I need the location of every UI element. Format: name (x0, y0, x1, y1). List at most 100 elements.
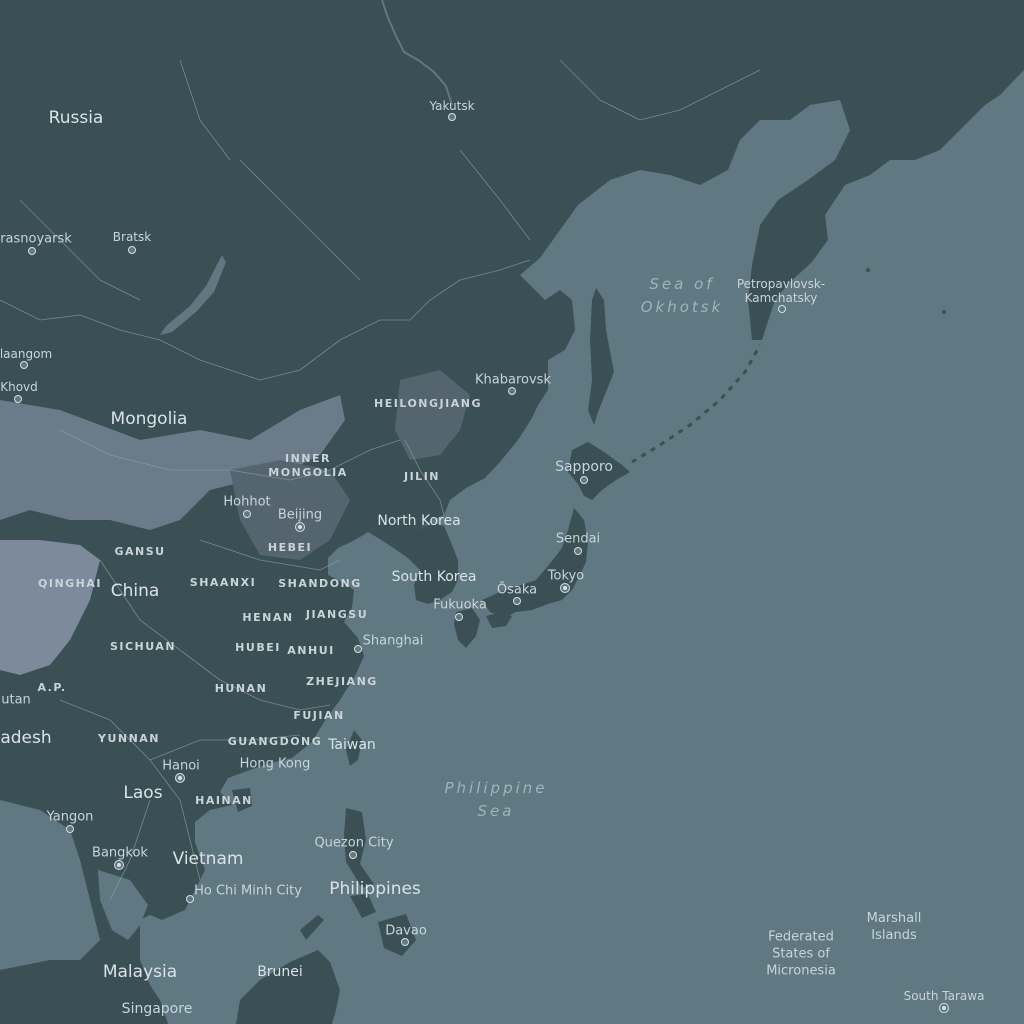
city-marker-krasnoyarsk[interactable] (28, 247, 36, 255)
city-label-yangon[interactable]: Yangon (46, 809, 94, 825)
borders (0, 59, 761, 901)
city-marker-shanghai[interactable] (354, 645, 362, 653)
city-marker-hanoi[interactable] (175, 773, 185, 783)
city-label-sapporo[interactable]: Sapporo (555, 459, 613, 475)
region-label-ap[interactable]: A.P. (37, 681, 67, 694)
city-label-quezon[interactable]: Quezon City (314, 835, 394, 851)
city-label-ulaangom[interactable]: laangom (0, 347, 53, 361)
city-label-osaka[interactable]: Ōsaka (496, 582, 538, 598)
region-label-fujian[interactable]: FUJIAN (293, 709, 345, 722)
visayas (350, 894, 376, 918)
lake-baikal (160, 255, 226, 335)
hokkaido (568, 442, 630, 500)
region-label-qinghai[interactable]: QINGHAI (38, 577, 102, 590)
city-marker-yangon[interactable] (66, 825, 74, 833)
region-label-guangdong[interactable]: GUANGDONG (227, 735, 323, 748)
region-label-zhejiang[interactable]: ZHEJIANG (306, 675, 378, 688)
pacific-islet (866, 268, 870, 272)
city-label-khabarovsk[interactable]: Khabarovsk (475, 372, 551, 388)
city-label-hong-kong[interactable]: Hong Kong (239, 756, 311, 772)
city-label-khovd[interactable]: Khovd (0, 380, 38, 394)
city-label-bratsk[interactable]: Bratsk (112, 230, 152, 244)
city-label-petropavlovsk[interactable]: Petropavlovsk- Kamchatsky (736, 277, 826, 305)
city-marker-ulaangom[interactable] (20, 361, 28, 369)
city-label-fukuoka[interactable]: Fukuoka (433, 597, 487, 613)
region-label-hubei[interactable]: HUBEI (235, 641, 281, 654)
country-label-philippines[interactable]: Philippines (329, 879, 421, 899)
region-label-jiangsu[interactable]: JIANGSU (305, 608, 369, 621)
city-label-yakutsk[interactable]: Yakutsk (429, 99, 475, 113)
country-label-north-korea[interactable]: North Korea (377, 513, 461, 529)
city-marker-petropavlovsk[interactable] (778, 305, 786, 313)
region-label-heilongjiang[interactable]: HEILONGJIANG (374, 397, 482, 410)
city-marker-khovd[interactable] (14, 395, 22, 403)
plateau-tibet (0, 540, 100, 675)
country-label-taiwan[interactable]: Taiwan (328, 737, 376, 753)
country-label-bhutan[interactable]: utan (1, 692, 31, 708)
country-label-micronesia[interactable]: Federated States of Micronesia (766, 929, 836, 979)
borneo (236, 950, 340, 1024)
taiwan-island (346, 730, 362, 766)
region-label-hebei[interactable]: HEBEI (267, 541, 313, 554)
region-label-hainan[interactable]: HAINAN (195, 794, 253, 807)
sea-label-philippine: Philippine Sea (444, 779, 548, 820)
palawan (300, 915, 324, 940)
country-label-marshall-islands[interactable]: Marshall Islands (866, 911, 922, 943)
city-marker-osaka[interactable] (513, 597, 521, 605)
city-marker-south-tarawa[interactable] (939, 1003, 949, 1013)
city-marker-quezon[interactable] (349, 851, 357, 859)
sumatra (60, 962, 140, 1024)
region-label-henan[interactable]: HENAN (242, 611, 294, 624)
region-label-inner-mongolia[interactable]: INNER MONGOLIA (268, 452, 348, 479)
city-label-beijing[interactable]: Beijing (277, 507, 323, 523)
region-label-shandong[interactable]: SHANDONG (278, 577, 362, 590)
city-label-ho-chi-minh[interactable]: Ho Chi Minh City (194, 883, 302, 899)
city-marker-sapporo[interactable] (580, 476, 588, 484)
city-marker-hohhot[interactable] (243, 510, 251, 518)
region-label-shaanxi[interactable]: SHAANXI (189, 576, 257, 589)
country-label-brunei[interactable]: Brunei (257, 964, 303, 980)
country-label-russia[interactable]: Russia (48, 108, 104, 128)
city-marker-davao[interactable] (401, 938, 409, 946)
city-marker-bangkok[interactable] (114, 860, 124, 870)
city-label-krasnoyarsk[interactable]: rasnoyarsk (0, 231, 72, 247)
pacific-islet (942, 310, 946, 314)
city-marker-ho-chi-minh[interactable] (186, 895, 194, 903)
region-label-hunan[interactable]: HUNAN (214, 682, 268, 695)
region-label-gansu[interactable]: GANSU (114, 545, 166, 558)
country-label-mongolia[interactable]: Mongolia (110, 409, 188, 429)
sakhalin (588, 288, 614, 425)
city-label-south-tarawa[interactable]: South Tarawa (903, 989, 985, 1003)
city-marker-khabarovsk[interactable] (508, 387, 516, 395)
highland-mongolia (0, 395, 345, 530)
region-label-jilin[interactable]: JILIN (404, 470, 440, 483)
country-label-south-korea[interactable]: South Korea (391, 569, 477, 585)
country-label-bangladesh[interactable]: adesh (0, 728, 52, 748)
city-label-singapore[interactable]: Singapore (121, 1001, 193, 1017)
country-label-malaysia[interactable]: Malaysia (102, 962, 178, 982)
region-label-anhui[interactable]: ANHUI (287, 644, 335, 657)
city-label-tokyo[interactable]: Tokyo (547, 568, 585, 584)
city-marker-fukuoka[interactable] (455, 613, 463, 621)
country-label-vietnam[interactable]: Vietnam (172, 849, 244, 869)
city-marker-bratsk[interactable] (128, 246, 136, 254)
region-label-sichuan[interactable]: SICHUAN (109, 640, 177, 653)
city-label-bangkok[interactable]: Bangkok (92, 845, 148, 861)
city-marker-yakutsk[interactable] (448, 113, 456, 121)
country-label-laos[interactable]: Laos (123, 783, 163, 803)
city-label-shanghai[interactable]: Shanghai (362, 633, 424, 649)
korean-peninsula (392, 522, 458, 604)
city-marker-beijing[interactable] (295, 522, 305, 532)
country-label-china[interactable]: China (110, 581, 160, 601)
city-label-hohhot[interactable]: Hohhot (223, 494, 271, 510)
city-marker-tokyo[interactable] (560, 583, 570, 593)
kuril-islands (631, 344, 762, 464)
city-label-sendai[interactable]: Sendai (555, 531, 601, 547)
city-label-davao[interactable]: Davao (385, 923, 427, 939)
honshu (482, 508, 588, 618)
city-marker-sendai[interactable] (574, 547, 582, 555)
city-label-hanoi[interactable]: Hanoi (162, 758, 200, 774)
region-label-yunnan[interactable]: YUNNAN (97, 732, 161, 745)
